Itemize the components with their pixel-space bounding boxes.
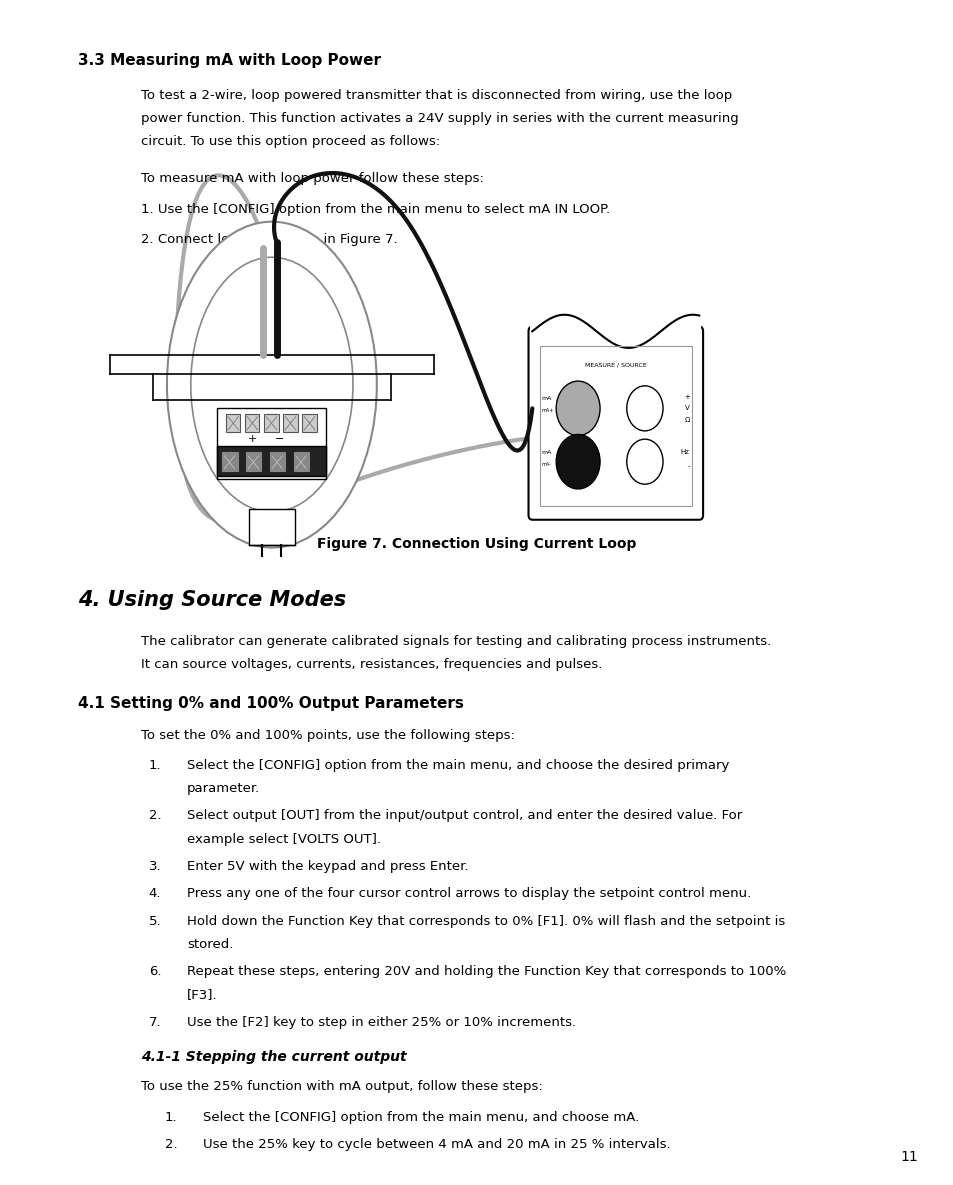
Circle shape	[556, 382, 599, 436]
Text: 4.: 4.	[149, 888, 161, 901]
Bar	[226, 415, 240, 433]
Text: 1.: 1.	[149, 758, 161, 771]
Text: mA: mA	[541, 396, 552, 402]
Text: The calibrator can generate calibrated signals for testing and calibrating proce: The calibrator can generate calibrated s…	[141, 635, 771, 648]
Text: Ω: Ω	[683, 417, 689, 423]
Text: To test a 2-wire, loop powered transmitter that is disconnected from wiring, use: To test a 2-wire, loop powered transmitt…	[141, 89, 732, 102]
Text: 11: 11	[899, 1149, 917, 1164]
Text: circuit. To use this option proceed as follows:: circuit. To use this option proceed as f…	[141, 135, 440, 148]
Text: It can source voltages, currents, resistances, frequencies and pulses.: It can source voltages, currents, resist…	[141, 658, 602, 671]
Text: 6.: 6.	[149, 965, 161, 978]
Bar	[216, 447, 326, 476]
Text: 4. Using Source Modes: 4. Using Source Modes	[78, 590, 346, 610]
Text: Hz: Hz	[680, 449, 689, 455]
Text: +: +	[248, 434, 257, 444]
Bar	[246, 453, 261, 472]
Text: Press any one of the four cursor control arrows to display the setpoint control : Press any one of the four cursor control…	[187, 888, 750, 901]
Text: Select the [CONFIG] option from the main menu, and choose the desired primary: Select the [CONFIG] option from the main…	[187, 758, 729, 771]
Text: mA: mA	[541, 449, 552, 455]
Bar	[222, 453, 237, 472]
Bar	[539, 346, 691, 506]
Text: Use the [F2] key to step in either 25% or 10% increments.: Use the [F2] key to step in either 25% o…	[187, 1016, 576, 1029]
Text: MEASURE / SOURCE: MEASURE / SOURCE	[584, 363, 646, 367]
Ellipse shape	[167, 222, 376, 547]
Bar	[302, 415, 316, 433]
Text: Select the [CONFIG] option from the main menu, and choose mA.: Select the [CONFIG] option from the main…	[203, 1110, 639, 1123]
Text: mA+: mA+	[541, 408, 554, 414]
Text: Figure 7. Connection Using Current Loop: Figure 7. Connection Using Current Loop	[317, 537, 636, 551]
Ellipse shape	[191, 257, 353, 512]
Text: -: -	[686, 463, 689, 469]
Bar	[283, 415, 297, 433]
Bar	[530, 303, 700, 333]
Text: To use the 25% function with mA output, follow these steps:: To use the 25% function with mA output, …	[141, 1081, 542, 1094]
Text: 3.: 3.	[149, 860, 161, 873]
Text: 4.1 Setting 0% and 100% Output Parameters: 4.1 Setting 0% and 100% Output Parameter…	[78, 696, 463, 711]
Bar	[249, 510, 294, 545]
Bar	[264, 415, 278, 433]
Bar	[216, 409, 326, 480]
Text: To measure mA with loop power follow these steps:: To measure mA with loop power follow the…	[141, 172, 483, 185]
Text: Hold down the Function Key that corresponds to 0% [F1]. 0% will flash and the se: Hold down the Function Key that correspo…	[187, 915, 784, 928]
Text: parameter.: parameter.	[187, 782, 260, 795]
Text: 4.1-1 Stepping the current output: 4.1-1 Stepping the current output	[141, 1050, 406, 1064]
FancyBboxPatch shape	[528, 327, 702, 520]
Text: 1. Use the [CONFIG] option from the main menu to select mA IN LOOP.: 1. Use the [CONFIG] option from the main…	[141, 203, 610, 216]
Bar	[294, 453, 309, 472]
Text: power function. This function activates a 24V supply in series with the current : power function. This function activates …	[141, 113, 739, 124]
Text: mA-: mA-	[541, 461, 551, 467]
Bar	[245, 415, 259, 433]
Text: To set the 0% and 100% points, use the following steps:: To set the 0% and 100% points, use the f…	[141, 729, 515, 742]
Text: 7.: 7.	[149, 1016, 161, 1029]
Text: 2. Connect leads as shown in Figure 7.: 2. Connect leads as shown in Figure 7.	[141, 232, 397, 245]
Text: 2.: 2.	[149, 809, 161, 822]
Text: stored.: stored.	[187, 937, 233, 950]
Text: 3.3 Measuring mA with Loop Power: 3.3 Measuring mA with Loop Power	[78, 53, 381, 69]
Text: +: +	[683, 393, 689, 399]
Text: 1.: 1.	[165, 1110, 177, 1123]
Text: −: −	[274, 434, 284, 444]
Text: 5.: 5.	[149, 915, 161, 928]
Text: example select [VOLTS OUT].: example select [VOLTS OUT].	[187, 833, 380, 846]
Circle shape	[556, 435, 599, 489]
Circle shape	[626, 440, 662, 485]
Text: Enter 5V with the keypad and press Enter.: Enter 5V with the keypad and press Enter…	[187, 860, 468, 873]
Text: Repeat these steps, entering 20V and holding the Function Key that corresponds t: Repeat these steps, entering 20V and hol…	[187, 965, 785, 978]
Text: Select output [OUT] from the input/output control, and enter the desired value. : Select output [OUT] from the input/outpu…	[187, 809, 741, 822]
Text: [F3].: [F3].	[187, 988, 217, 1001]
Text: Use the 25% key to cycle between 4 mA and 20 mA in 25 % intervals.: Use the 25% key to cycle between 4 mA an…	[203, 1138, 670, 1151]
Circle shape	[626, 386, 662, 431]
Text: 2.: 2.	[165, 1138, 177, 1151]
Text: V: V	[684, 405, 689, 411]
Bar	[270, 453, 285, 472]
